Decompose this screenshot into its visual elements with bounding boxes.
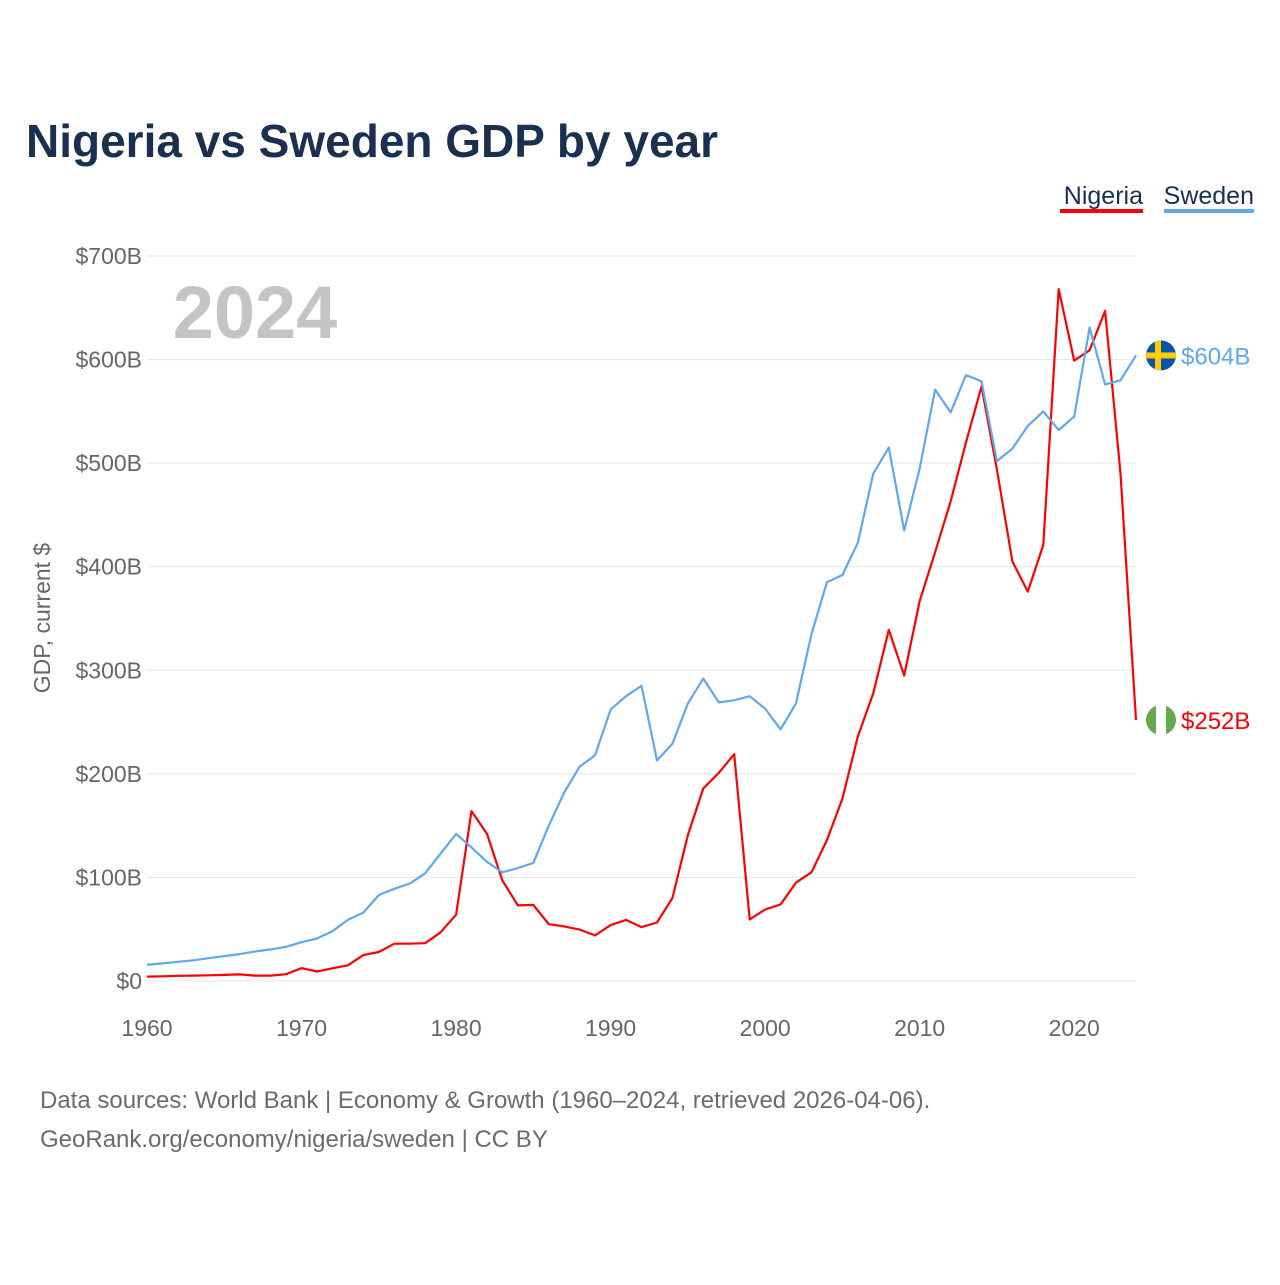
series-lines [146,288,1138,978]
legend-swatch-sweden [1164,209,1254,213]
y-tick-label: $300B [75,657,142,683]
end-marker-sweden: $604B [1146,340,1250,371]
y-tick-label: $600B [75,347,142,373]
legend-item-sweden[interactable]: Sweden [1164,182,1254,213]
legend-label-nigeria: Nigeria [1064,182,1143,210]
x-tick-label: 1960 [121,1015,172,1041]
legend: Nigeria Sweden [1060,182,1254,213]
x-tick-label: 2020 [1049,1015,1100,1041]
end-marker-nigeria: $252B [1146,705,1250,735]
end-value-nigeria: $252B [1181,708,1250,735]
series-line-nigeria [146,288,1138,978]
y-tick-label: $0 [116,968,142,994]
legend-label-sweden: Sweden [1164,182,1254,210]
x-tick-label: 1980 [430,1015,481,1041]
series-line-sweden [146,326,1137,966]
footer-sources: Data sources: World Bank | Economy & Gro… [40,1087,930,1114]
gridlines [147,255,1136,982]
x-tick-label: 2010 [894,1015,945,1041]
footer-attribution[interactable]: GeoRank.org/economy/nigeria/sweden | CC … [40,1126,548,1153]
x-tick-label: 2000 [740,1015,791,1041]
sweden-flag-icon [1146,340,1176,371]
y-tick-label: $400B [75,554,142,580]
y-axis-title: GDP, current $ [29,543,55,694]
end-value-sweden: $604B [1181,343,1250,370]
end-labels: $252B $604B [1146,340,1250,735]
year-watermark: 2024 [173,271,338,354]
y-tick-label: $200B [75,761,142,787]
y-tick-label: $700B [75,243,142,269]
y-tick-label: $500B [75,450,142,476]
chart-title: Nigeria vs Sweden GDP by year [26,115,718,167]
x-tick-label: 1970 [276,1015,327,1041]
x-axis-ticks: 1960 1970 1980 1990 2000 2010 2020 [121,1015,1099,1041]
y-axis-ticks: $0 $100B $200B $300B $400B $500B $600B $700B [75,243,142,994]
legend-item-nigeria[interactable]: Nigeria [1060,182,1143,213]
nigeria-flag-icon [1146,705,1176,735]
y-tick-label: $100B [75,864,142,890]
legend-swatch-nigeria [1060,209,1143,213]
x-tick-label: 1990 [585,1015,636,1041]
